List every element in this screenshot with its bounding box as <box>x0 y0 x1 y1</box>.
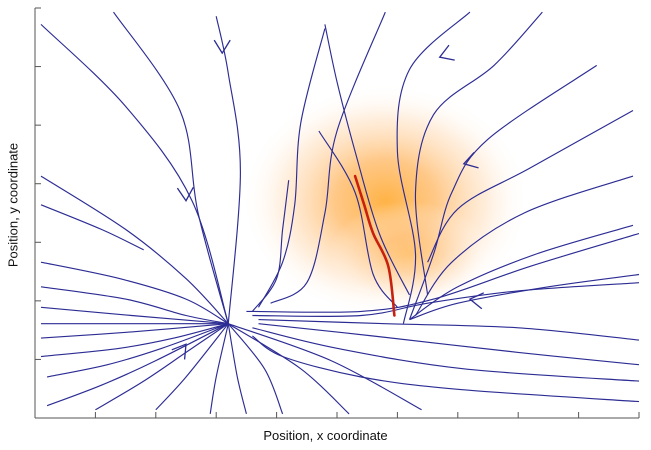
arrowhead-icon <box>176 186 194 202</box>
density-heatmap <box>240 83 531 318</box>
streamline <box>228 323 422 411</box>
streamline <box>227 323 350 415</box>
streamline <box>40 286 229 325</box>
streamline <box>270 11 386 304</box>
streamline <box>40 261 229 325</box>
streamline <box>155 323 229 411</box>
streamline <box>95 323 229 411</box>
streamline <box>209 323 229 414</box>
streamline <box>46 323 229 407</box>
streamline <box>227 323 247 415</box>
streamline <box>40 306 229 325</box>
streamline <box>113 11 229 324</box>
arrowhead-icon <box>438 44 455 61</box>
streamline <box>252 335 639 403</box>
streamline <box>246 232 639 313</box>
streamline <box>40 323 229 339</box>
streamline <box>258 323 639 366</box>
streamline <box>409 273 639 321</box>
streamline <box>40 204 144 251</box>
streamline <box>415 175 634 316</box>
arrowhead-icon <box>462 152 479 169</box>
y-axis-label: Position, y coordinate <box>5 142 21 268</box>
streamline <box>252 282 639 318</box>
streamline <box>408 64 598 320</box>
arrowhead-icon <box>171 343 187 360</box>
streamline <box>251 180 290 312</box>
arrowhead-icon <box>213 39 231 55</box>
density-blob-lower <box>329 201 490 307</box>
axes <box>34 7 640 419</box>
streamline <box>258 319 639 341</box>
streamline <box>215 16 241 324</box>
direction-arrows <box>171 39 485 360</box>
streamline <box>40 323 229 358</box>
streamline <box>318 130 398 308</box>
streamline <box>396 11 471 324</box>
streamline <box>40 23 229 324</box>
streamlines <box>40 11 639 415</box>
x-axis-label: Position, x coordinate <box>263 428 388 443</box>
streamline <box>227 323 284 415</box>
streamline <box>409 224 634 321</box>
trajectory-line <box>353 174 396 317</box>
streamline <box>414 11 543 296</box>
trajectory <box>353 174 396 317</box>
streamline <box>252 327 639 382</box>
streamline <box>427 109 634 263</box>
streamline <box>324 24 411 296</box>
streamline <box>46 323 229 378</box>
arrowhead-icon <box>468 292 485 310</box>
streamline <box>40 175 229 325</box>
